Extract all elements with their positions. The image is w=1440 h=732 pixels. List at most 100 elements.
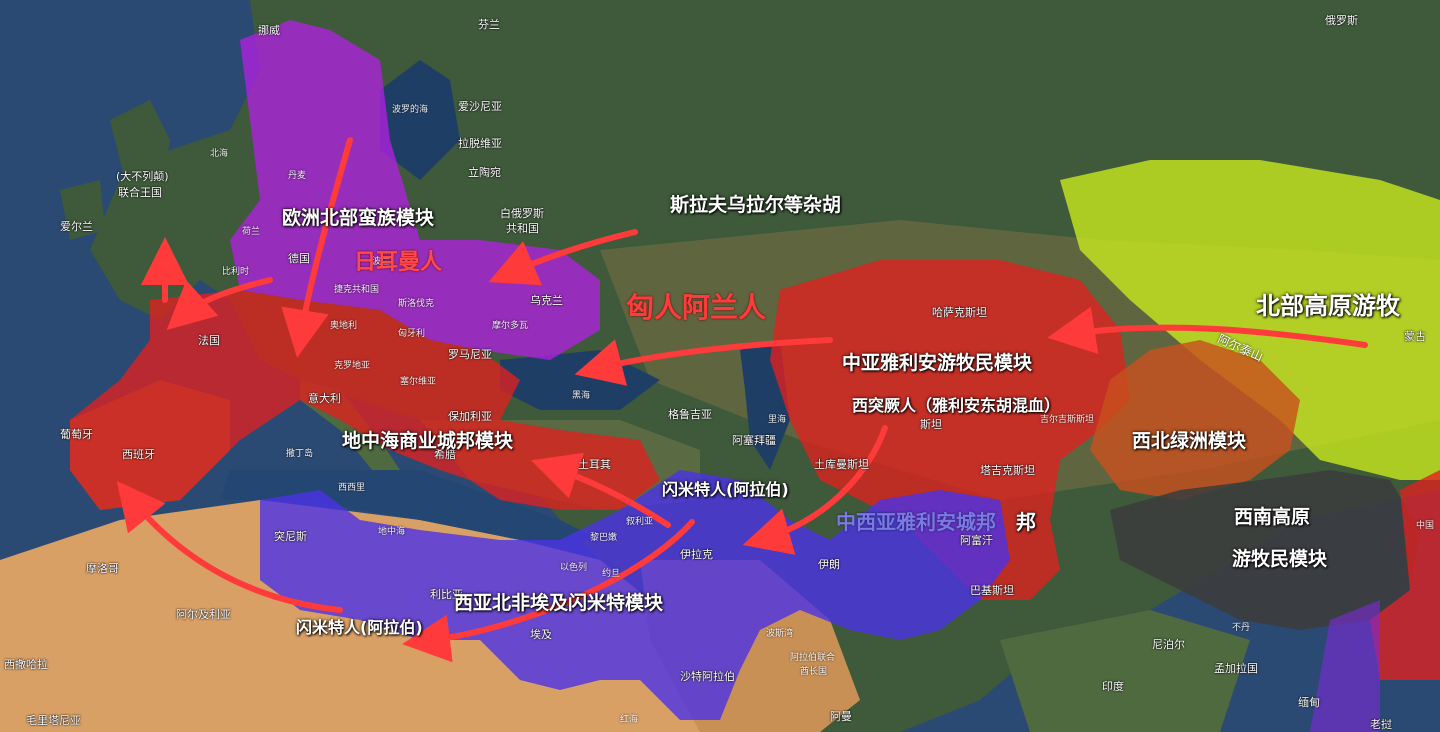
label-oman: 阿曼 (830, 710, 852, 723)
region-semitic (260, 470, 1010, 720)
region-southeast (1310, 600, 1380, 732)
label-france: 法国 (198, 334, 220, 347)
label-belarus-1: 白俄罗斯 (500, 207, 544, 220)
label-pakistan: 巴基斯坦 (970, 584, 1014, 597)
arrow-maghreb (116, 480, 343, 613)
region-mediterranean (70, 290, 660, 510)
label-bangladesh: 孟加拉国 (1214, 662, 1258, 675)
label-spain: 西班牙 (122, 448, 155, 461)
arrow-slavs (488, 229, 638, 286)
label-north-plateau-module: 北部高原游牧 (1256, 292, 1400, 320)
region-central-asia (770, 260, 1130, 600)
label-syria: 叙利亚 (626, 517, 654, 527)
label-tajikistan: 塔吉克斯坦 (980, 464, 1035, 477)
label-tunisia: 突尼斯 (274, 530, 307, 543)
label-uae-2: 酋长国 (800, 667, 828, 677)
arrow-north-plateau (1047, 306, 1368, 355)
label-greece: 希腊 (434, 448, 456, 461)
label-caspian: 里海 (768, 415, 787, 425)
label-romania: 罗马尼亚 (448, 348, 492, 361)
label-red-sea: 红海 (620, 715, 639, 725)
label-uk-2: 联合王国 (118, 186, 162, 199)
label-finland: 芬兰 (478, 18, 500, 31)
label-italy: 意大利 (308, 392, 341, 405)
region-oasis (1090, 340, 1300, 500)
label-gulf: 波斯湾 (766, 629, 794, 639)
label-germanic-people: 日耳曼人 (354, 250, 443, 275)
label-poland: 波兰 (372, 257, 391, 267)
label-turkmenistan: 土库曼斯坦 (814, 458, 869, 471)
label-slovakia: 斯洛伐克 (398, 299, 435, 309)
label-nepal: 尼泊尔 (1152, 638, 1185, 651)
label-jordan: 约旦 (602, 569, 621, 579)
label-latvia: 拉脱维亚 (458, 137, 502, 150)
label-turkey: 土耳其 (578, 458, 611, 471)
label-algeria: 阿尔及利亚 (176, 608, 231, 621)
region-tibet (1110, 470, 1420, 630)
label-northwest-oasis-module: 西北绿洲模块 (1132, 430, 1247, 452)
label-germany: 德国 (288, 252, 310, 265)
label-netherlands: 荷兰 (242, 227, 261, 237)
label-ireland: 爱尔兰 (60, 220, 93, 233)
label-uzbekistan: 斯坦 (920, 418, 942, 431)
label-central-west-asia-city-module: 中西亚雅利安城邦 (836, 510, 996, 534)
label-kazakhstan: 哈萨克斯坦 (932, 306, 987, 319)
label-belgium: 比利时 (222, 267, 250, 277)
label-mauritania: 毛里塔尼亚 (26, 714, 81, 727)
label-iraq: 伊拉克 (680, 548, 713, 561)
label-belarus-2: 共和国 (506, 222, 539, 235)
label-ukraine: 乌克兰 (530, 294, 563, 307)
label-moldova: 摩尔多瓦 (492, 321, 529, 331)
label-croatia: 克罗地亚 (334, 361, 371, 371)
label-semites-arabs-2: 闪米特人(阿拉伯) (296, 618, 423, 637)
label-lebanon: 黎巴嫩 (590, 533, 618, 543)
arrow-west-turks (742, 425, 888, 555)
label-myanmar: 缅甸 (1298, 696, 1320, 709)
label-laos: 老挝 (1370, 718, 1392, 731)
label-portugal: 葡萄牙 (60, 428, 93, 441)
label-uk-1: (大不列颠) (116, 170, 169, 183)
label-uae-1: 阿拉伯联合 (790, 653, 836, 663)
label-azerbaijan: 阿塞拜疆 (732, 434, 776, 447)
label-serbia: 塞尔维亚 (400, 377, 437, 387)
label-iran: 伊朗 (818, 558, 840, 571)
label-czech: 捷克共和国 (334, 285, 380, 295)
arrow-north-south (281, 137, 353, 358)
label-north-sea: 北海 (210, 149, 229, 159)
label-lithuania: 立陶宛 (468, 166, 501, 179)
label-southwest-module-line2: 游牧民模块 (1232, 548, 1328, 570)
label-central-west-asia-city-suffix: 邦 (1016, 510, 1036, 534)
baltic-sea (380, 60, 460, 180)
label-black-sea: 黑海 (572, 391, 591, 401)
label-semites-arabs-1: 闪米特人(阿拉伯) (662, 480, 789, 499)
label-west-turks: 西突厥人（雅利安东胡混血） (852, 396, 1061, 415)
label-southwest-module-line1: 西南高原 (1234, 506, 1311, 528)
label-sicily: 西西里 (338, 483, 366, 493)
label-western-sahara: 西撒哈拉 (4, 658, 48, 671)
label-kyrgyzstan: 吉尔吉斯斯坦 (1040, 415, 1095, 425)
label-russia: 俄罗斯 (1325, 14, 1358, 27)
land-india (1000, 610, 1250, 732)
mediterranean-sea (220, 470, 600, 540)
label-slavs-urals: 斯拉夫乌拉尔等杂胡 (670, 194, 842, 216)
arrow-arabs-west (402, 519, 695, 663)
label-saudi: 沙特阿拉伯 (680, 670, 735, 683)
label-mediterranean-sea: 地中海 (378, 527, 406, 537)
label-georgia: 格鲁吉亚 (668, 408, 712, 421)
label-afghanistan: 阿富汗 (960, 534, 993, 547)
label-sardinia: 撒丁岛 (286, 449, 314, 459)
land-ireland (60, 180, 105, 240)
label-hungary: 匈牙利 (398, 329, 426, 339)
label-china: 中国 (1416, 521, 1435, 531)
label-libya: 利比亚 (430, 588, 463, 601)
label-north-europe-module: 欧洲北部蛮族模块 (282, 207, 435, 229)
label-baltic: 波罗的海 (392, 105, 429, 115)
region-east-china (1370, 470, 1440, 680)
label-bulgaria: 保加利亚 (448, 410, 492, 423)
label-west-asia-africa-module: 西亚北非埃及闪米特模块 (454, 592, 664, 614)
label-central-asia-module: 中亚雅利安游牧民模块 (842, 352, 1033, 374)
label-austria: 奥地利 (330, 321, 358, 331)
label-egypt: 埃及 (530, 628, 552, 641)
